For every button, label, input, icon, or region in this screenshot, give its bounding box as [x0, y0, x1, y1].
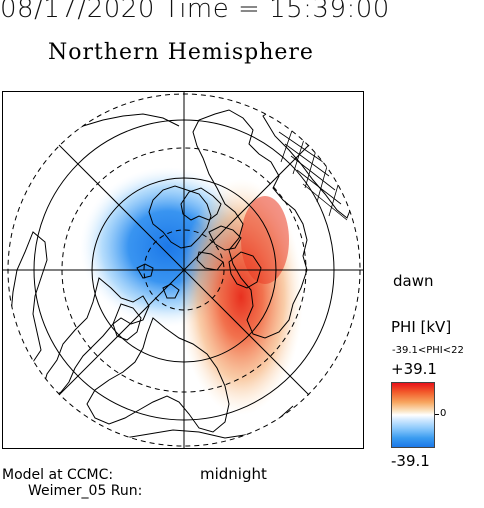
coastline-svalbard: [162, 283, 180, 299]
coastline-hudson-bay: [228, 251, 262, 289]
colorbar-min-label: -39.1: [391, 452, 430, 470]
polar-map-frame: [2, 91, 364, 449]
midnight-label: midnight: [200, 465, 267, 483]
colorbar-max-label: +39.1: [391, 360, 437, 378]
coastline-north-america: [192, 109, 308, 339]
coastline-asia: [86, 317, 230, 433]
colorbar-zero-label: 0: [440, 408, 447, 419]
meridian-line: [58, 144, 310, 396]
dawn-label: dawn: [393, 272, 434, 290]
colorbar-zero-tick: [435, 414, 439, 415]
coastline-iceland: [136, 263, 154, 279]
coastline-greenland: [148, 185, 212, 249]
coastline-north: [62, 113, 180, 137]
coastline-scandinavia: [112, 303, 142, 341]
model-label: Model at CCMC:: [2, 467, 114, 483]
phi-range-text: -39.1<PHI<22: [392, 345, 464, 356]
polar-potential-map: [3, 92, 363, 448]
coastline-west: [10, 231, 48, 363]
coastline-south: [62, 405, 294, 439]
graticule-grid: [278, 121, 348, 221]
colorbar: [391, 382, 435, 448]
hemisphere-title: Northern Hemisphere: [48, 40, 314, 65]
phi-legend-title: PHI [kV]: [391, 318, 452, 336]
graticule-detail: [278, 121, 348, 221]
coastline-europe: [42, 277, 150, 399]
meridian-lines: [3, 92, 363, 448]
run-label: Weimer_05 Run:: [28, 483, 143, 499]
positive-potential-core: [241, 196, 289, 284]
coastline-arctic-islands: [180, 187, 242, 271]
timestamp-title: 08/17/2020 Time = 15:39:00: [0, 0, 390, 24]
potential-cells: [80, 167, 303, 415]
